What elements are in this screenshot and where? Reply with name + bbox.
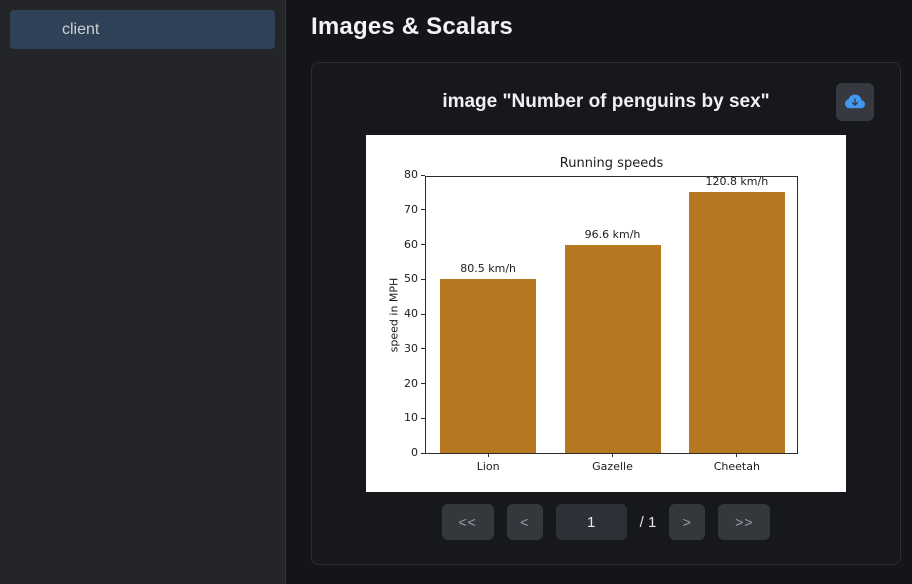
y-tick-mark (421, 383, 425, 384)
card-header: image "Number of penguins by sex" (336, 83, 876, 121)
pagination: << < / 1 > >> (312, 504, 900, 540)
bar (564, 244, 661, 453)
cloud-download-icon (845, 92, 865, 112)
y-tick-mark (421, 278, 425, 280)
x-tick-label: Cheetah (713, 460, 760, 473)
bar-value-label: 80.5 km/h (460, 262, 517, 276)
chart-title: Running speeds (559, 156, 664, 171)
bar (440, 279, 537, 453)
chart-axes: 0 10 20 30 40 50 60 70 80 80.5 km/h Lion 96.6 km/h G… (404, 169, 798, 473)
chart-image: Running speeds speed in MPH 0 10 20 30 40 50 6… (366, 135, 846, 492)
y-tick-mark (421, 209, 425, 211)
y-tick-label: 60 (404, 237, 418, 251)
y-tick-label: 10 (404, 411, 418, 425)
y-tick-mark (421, 244, 425, 245)
y-tick-label: 80 (404, 168, 418, 181)
y-tick-mark (421, 313, 425, 315)
sidebar-item-label: client (62, 20, 100, 38)
page-total-label: / 1 (639, 513, 657, 531)
y-tick-label: 40 (404, 307, 418, 320)
x-tick-mark (612, 453, 613, 457)
y-tick-label: 50 (404, 272, 418, 286)
y-tick-mark (421, 417, 425, 419)
y-axis-label: speed in MPH (387, 277, 401, 353)
card-title: image "Number of penguins by sex" (442, 91, 770, 112)
main-content: Images & Scalars image "Number of pengui… (286, 0, 912, 584)
y-tick-mark (421, 174, 425, 176)
page-title: Images & Scalars (311, 13, 513, 40)
y-tick-label: 0 (411, 446, 418, 459)
prev-page-button[interactable]: < (506, 504, 543, 540)
x-tick-mark (736, 453, 738, 457)
y-tick-label: 20 (404, 376, 418, 390)
sidebar: client (0, 0, 286, 584)
y-tick-label: 70 (404, 202, 418, 216)
bar-value-label: 96.6 km/h (584, 227, 641, 241)
bar-value-label: 120.8 km/h (705, 175, 769, 189)
x-tick-label: Gazelle (592, 460, 633, 473)
x-tick-label: Lion (476, 460, 500, 473)
next-page-button[interactable]: > (669, 504, 706, 540)
page-input[interactable] (555, 504, 627, 540)
y-tick-label: 30 (404, 341, 418, 355)
y-tick-mark (421, 452, 425, 454)
last-page-button[interactable]: >> (718, 504, 771, 540)
bar (688, 192, 785, 453)
y-tick-mark (421, 348, 425, 350)
x-tick-mark (487, 453, 489, 457)
download-button[interactable] (836, 83, 874, 121)
first-page-button[interactable]: << (441, 504, 494, 540)
sidebar-item-client[interactable]: client (10, 10, 275, 49)
image-card: image "Number of penguins by sex" Runnin… (311, 62, 901, 565)
